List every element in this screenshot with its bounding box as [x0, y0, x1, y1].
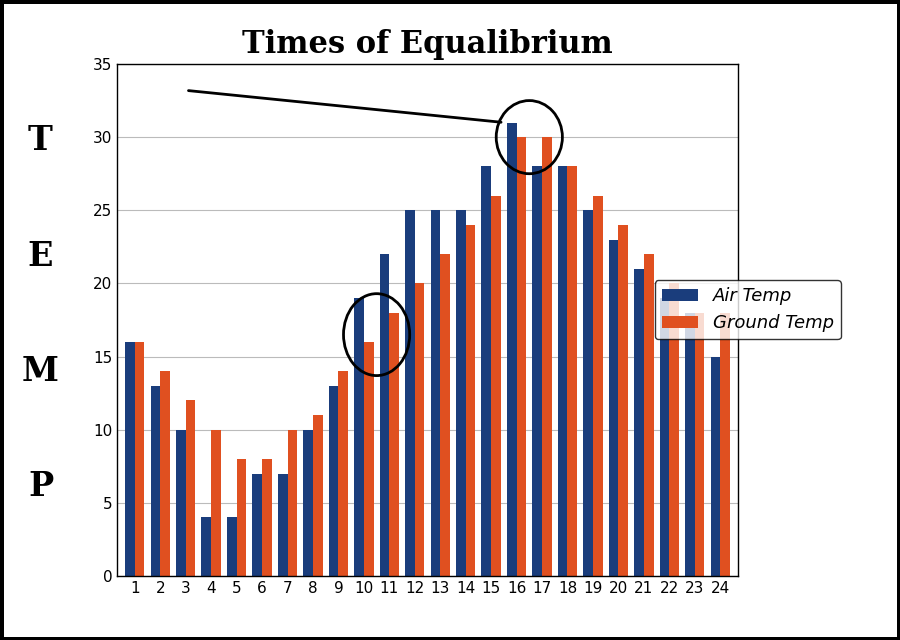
Bar — [465, 225, 475, 576]
Bar — [262, 459, 272, 576]
Text: M: M — [22, 355, 59, 388]
Bar — [150, 386, 160, 576]
Bar — [185, 401, 195, 576]
Bar — [364, 342, 374, 576]
Text: P: P — [28, 470, 53, 503]
Bar — [202, 518, 211, 576]
Bar — [634, 269, 644, 576]
Bar — [542, 137, 552, 576]
Bar — [583, 211, 593, 576]
Bar — [695, 313, 705, 576]
Bar — [670, 284, 679, 576]
Title: Times of Equalibrium: Times of Equalibrium — [242, 29, 613, 60]
Bar — [303, 429, 313, 576]
Text: E: E — [28, 239, 53, 273]
Bar — [608, 239, 618, 576]
Bar — [685, 313, 695, 576]
Bar — [517, 137, 526, 576]
Bar — [507, 122, 517, 576]
Bar — [720, 313, 730, 576]
Bar — [593, 196, 603, 576]
Bar — [252, 474, 262, 576]
Bar — [491, 196, 500, 576]
Bar — [533, 166, 542, 576]
Bar — [176, 429, 185, 576]
Bar — [355, 298, 364, 576]
Bar — [227, 518, 237, 576]
Bar — [430, 211, 440, 576]
Bar — [135, 342, 145, 576]
Bar — [710, 356, 720, 576]
Bar — [568, 166, 577, 576]
Bar — [644, 254, 653, 576]
Bar — [237, 459, 247, 576]
Bar — [278, 474, 287, 576]
Bar — [390, 313, 399, 576]
Bar — [415, 284, 425, 576]
Bar — [212, 429, 220, 576]
Bar — [405, 211, 415, 576]
Bar — [660, 298, 670, 576]
Bar — [456, 211, 465, 576]
Bar — [440, 254, 450, 576]
Bar — [482, 166, 491, 576]
Text: T: T — [28, 124, 53, 157]
Legend: Air Temp, Ground Temp: Air Temp, Ground Temp — [655, 280, 841, 339]
Bar — [618, 225, 628, 576]
Bar — [313, 415, 322, 576]
Bar — [125, 342, 135, 576]
Bar — [160, 371, 170, 576]
Bar — [328, 386, 338, 576]
Bar — [287, 429, 297, 576]
Bar — [338, 371, 348, 576]
Bar — [380, 254, 390, 576]
Bar — [558, 166, 568, 576]
